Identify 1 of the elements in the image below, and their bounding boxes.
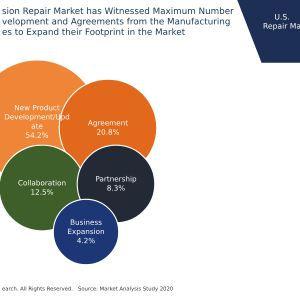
text: sion Repair Market has Witnessed Maximum Number velopment and Agreements from the Manufacturing es to Expand their Footprint in the Market bbox=[2, 7, 234, 37]
